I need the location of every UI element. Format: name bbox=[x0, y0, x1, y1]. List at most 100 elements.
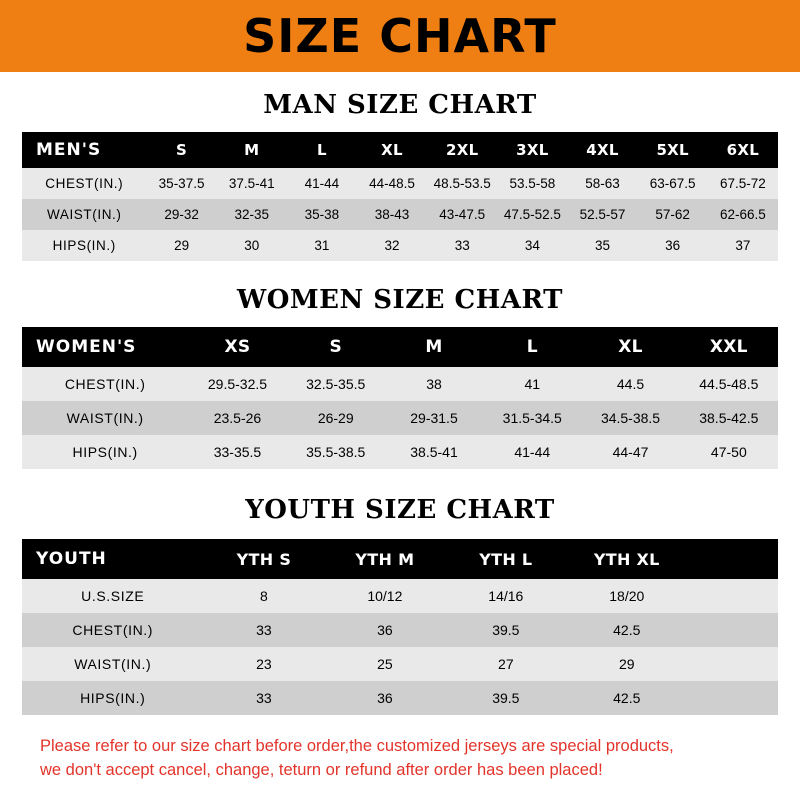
women-hips-s: 35.5-38.5 bbox=[286, 435, 385, 469]
men-header-label: MEN'S bbox=[22, 132, 147, 168]
youth-ussize-spacer bbox=[687, 579, 778, 613]
disclaimer-note: Please refer to our size chart before or… bbox=[22, 735, 778, 783]
men-chest-s: 35-37.5 bbox=[146, 168, 217, 199]
youth-chest-m: 36 bbox=[324, 613, 446, 647]
men-chest-m: 37.5-41 bbox=[216, 168, 287, 199]
table-row: WAIST(IN.) 29-32 32-35 35-38 38-43 43-47… bbox=[22, 199, 778, 230]
men-hips-label: HIPS(IN.) bbox=[22, 230, 147, 261]
men-header-4xl: 4XL bbox=[567, 132, 638, 168]
table-row: U.S.SIZE 8 10/12 14/16 18/20 bbox=[22, 579, 778, 613]
table-row: HIPS(IN.) 29 30 31 32 33 34 35 36 37 bbox=[22, 230, 778, 261]
table-row: CHEST(IN.) 29.5-32.5 32.5-35.5 38 41 44.… bbox=[22, 367, 778, 401]
men-hips-l: 31 bbox=[286, 230, 357, 261]
men-header-row: MEN'S S M L XL 2XL 3XL 4XL 5XL 6XL bbox=[22, 132, 778, 168]
youth-header-row: YOUTH YTH S YTH M YTH L YTH XL bbox=[22, 539, 778, 579]
women-header-s: S bbox=[286, 327, 385, 367]
women-chest-m: 38 bbox=[384, 367, 484, 401]
men-chest-3xl: 53.5-58 bbox=[497, 168, 568, 199]
youth-ussize-label: U.S.SIZE bbox=[22, 579, 204, 613]
youth-waist-m: 25 bbox=[324, 647, 446, 681]
women-hips-l: 41-44 bbox=[483, 435, 582, 469]
men-chest-5xl: 63-67.5 bbox=[637, 168, 708, 199]
youth-ussize-l: 14/16 bbox=[445, 579, 567, 613]
youth-ussize-xl: 18/20 bbox=[566, 579, 688, 613]
youth-waist-label: WAIST(IN.) bbox=[22, 647, 204, 681]
women-chest-label: CHEST(IN.) bbox=[22, 367, 189, 401]
youth-header-label: YOUTH bbox=[22, 539, 204, 579]
disclaimer-line-2: we don't accept cancel, change, teturn o… bbox=[40, 760, 603, 779]
women-hips-m: 38.5-41 bbox=[384, 435, 484, 469]
men-header-l: L bbox=[286, 132, 357, 168]
youth-chest-xl: 42.5 bbox=[566, 613, 688, 647]
women-waist-label: WAIST(IN.) bbox=[22, 401, 189, 435]
women-waist-xxl: 38.5-42.5 bbox=[679, 401, 778, 435]
youth-ussize-m: 10/12 bbox=[324, 579, 446, 613]
men-header-xl: XL bbox=[356, 132, 428, 168]
men-waist-2xl: 43-47.5 bbox=[427, 199, 498, 230]
women-section-title: WOMEN SIZE CHART bbox=[237, 285, 563, 315]
women-header-row: WOMEN'S XS S M L XL XXL bbox=[22, 327, 778, 367]
men-hips-3xl: 34 bbox=[497, 230, 568, 261]
youth-size-table: YOUTH YTH S YTH M YTH L YTH XL U.S.SIZE … bbox=[22, 539, 778, 715]
women-header-xl: XL bbox=[581, 327, 680, 367]
youth-hips-label: HIPS(IN.) bbox=[22, 681, 204, 715]
men-waist-label: WAIST(IN.) bbox=[22, 199, 147, 230]
men-waist-4xl: 52.5-57 bbox=[567, 199, 638, 230]
men-hips-6xl: 37 bbox=[707, 230, 778, 261]
women-hips-label: HIPS(IN.) bbox=[22, 435, 189, 469]
men-waist-3xl: 47.5-52.5 bbox=[497, 199, 568, 230]
men-hips-s: 29 bbox=[146, 230, 217, 261]
men-chest-6xl: 67.5-72 bbox=[707, 168, 778, 199]
youth-chest-label: CHEST(IN.) bbox=[22, 613, 204, 647]
youth-chest-l: 39.5 bbox=[445, 613, 567, 647]
youth-waist-spacer bbox=[687, 647, 778, 681]
women-header-xs: XS bbox=[188, 327, 287, 367]
youth-waist-l: 27 bbox=[445, 647, 567, 681]
men-waist-6xl: 62-66.5 bbox=[707, 199, 778, 230]
table-row: HIPS(IN.) 33 36 39.5 42.5 bbox=[22, 681, 778, 715]
men-header-6xl: 6XL bbox=[707, 132, 778, 168]
men-waist-5xl: 57-62 bbox=[637, 199, 708, 230]
men-size-table: MEN'S S M L XL 2XL 3XL 4XL 5XL 6XL CHEST… bbox=[22, 132, 778, 261]
men-hips-5xl: 36 bbox=[637, 230, 708, 261]
women-header-m: M bbox=[384, 327, 484, 367]
women-size-table: WOMEN'S XS S M L XL XXL CHEST(IN.) 29.5-… bbox=[22, 327, 778, 469]
women-chest-l: 41 bbox=[483, 367, 582, 401]
men-header-m: M bbox=[216, 132, 287, 168]
youth-ussize-s: 8 bbox=[203, 579, 325, 613]
women-chest-xxl: 44.5-48.5 bbox=[679, 367, 778, 401]
women-waist-m: 29-31.5 bbox=[384, 401, 484, 435]
youth-hips-spacer bbox=[687, 681, 778, 715]
men-waist-s: 29-32 bbox=[146, 199, 217, 230]
women-chest-xs: 29.5-32.5 bbox=[188, 367, 287, 401]
women-hips-xxl: 47-50 bbox=[679, 435, 778, 469]
page-title: SIZE CHART bbox=[243, 9, 557, 63]
men-chest-label: CHEST(IN.) bbox=[22, 168, 147, 199]
table-row: HIPS(IN.) 33-35.5 35.5-38.5 38.5-41 41-4… bbox=[22, 435, 778, 469]
men-hips-m: 30 bbox=[216, 230, 287, 261]
youth-header-yth-s: YTH S bbox=[203, 539, 325, 579]
youth-section-title: YOUTH SIZE CHART bbox=[245, 495, 555, 525]
table-row: WAIST(IN.) 23.5-26 26-29 29-31.5 31.5-34… bbox=[22, 401, 778, 435]
men-chest-2xl: 48.5-53.5 bbox=[427, 168, 498, 199]
men-hips-4xl: 35 bbox=[567, 230, 638, 261]
men-waist-m: 32-35 bbox=[216, 199, 287, 230]
women-hips-xs: 33-35.5 bbox=[188, 435, 287, 469]
youth-chest-spacer bbox=[687, 613, 778, 647]
men-waist-l: 35-38 bbox=[286, 199, 357, 230]
women-waist-xs: 23.5-26 bbox=[188, 401, 287, 435]
youth-header-yth-m: YTH M bbox=[324, 539, 446, 579]
men-waist-xl: 38-43 bbox=[356, 199, 428, 230]
youth-hips-m: 36 bbox=[324, 681, 446, 715]
women-waist-s: 26-29 bbox=[286, 401, 385, 435]
content-area: MAN SIZE CHART MEN'S S M L XL 2XL 3XL 4X… bbox=[0, 90, 800, 783]
women-chest-xl: 44.5 bbox=[581, 367, 680, 401]
women-header-l: L bbox=[483, 327, 582, 367]
men-header-5xl: 5XL bbox=[637, 132, 708, 168]
men-section-title: MAN SIZE CHART bbox=[263, 90, 537, 120]
women-header-label: WOMEN'S bbox=[22, 327, 189, 367]
youth-waist-s: 23 bbox=[203, 647, 325, 681]
women-waist-l: 31.5-34.5 bbox=[483, 401, 582, 435]
table-row: CHEST(IN.) 33 36 39.5 42.5 bbox=[22, 613, 778, 647]
